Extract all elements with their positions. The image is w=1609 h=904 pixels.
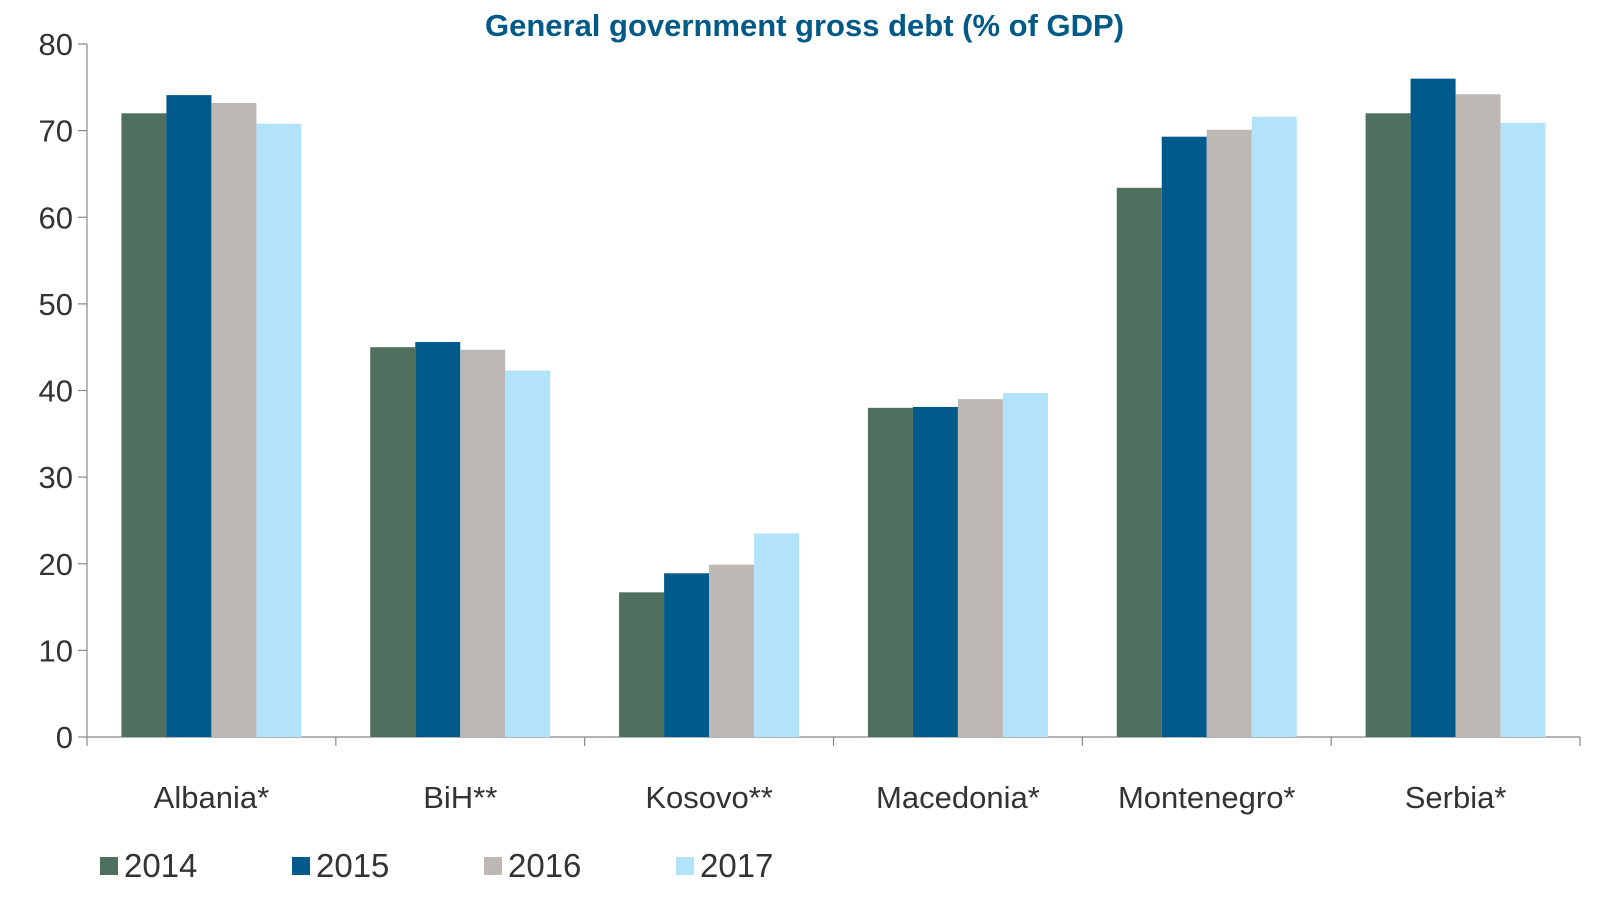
bar (912, 406, 958, 737)
bar (166, 95, 212, 737)
legend-item: 2016 (484, 843, 581, 889)
legend-swatch (100, 857, 118, 875)
bars (121, 78, 1546, 738)
bar (370, 347, 416, 737)
y-tick-label: 40 (39, 374, 73, 409)
bar (867, 407, 913, 737)
x-tick-label: Macedonia* (876, 780, 1040, 815)
legend-label: 2014 (124, 847, 198, 884)
legend-swatch (484, 857, 502, 875)
x-tick-label: BiH** (423, 780, 497, 815)
legend-swatch (676, 857, 694, 875)
x-tick-label: Montenegro* (1118, 780, 1296, 815)
legend-label: 2016 (508, 847, 582, 884)
y-tick-label: 20 (39, 547, 73, 582)
x-axis: Albania* BiH** Kosovo** Macedonia* Montenegr… (86, 736, 1581, 815)
bar (1455, 94, 1501, 738)
bar (1206, 129, 1252, 738)
bar (1410, 78, 1456, 737)
bar (460, 349, 506, 737)
legend-item: 2014 (100, 843, 197, 889)
legend-swatch (292, 857, 310, 875)
bar (1002, 393, 1048, 737)
bar (1365, 113, 1411, 738)
bar (505, 370, 551, 737)
y-tick-label: 60 (39, 200, 73, 235)
legend-label: 2015 (316, 847, 390, 884)
bar (211, 102, 257, 737)
legend-label: 2017 (700, 847, 774, 884)
bar (1251, 116, 1297, 737)
bar (1116, 187, 1162, 738)
bar (121, 113, 167, 738)
bar (709, 564, 755, 737)
y-tick-label: 30 (39, 460, 73, 495)
bar (1161, 136, 1207, 738)
legend-item: 2017 (676, 843, 773, 889)
y-axis: 0 10 20 30 40 50 60 70 80 (39, 27, 88, 755)
y-tick-label: 80 (39, 27, 73, 62)
bar (619, 592, 665, 737)
legend-item: 2015 (292, 843, 389, 889)
x-tick-label: Albania* (154, 780, 269, 815)
bar (664, 573, 710, 737)
y-tick-label: 50 (39, 287, 73, 322)
bar (754, 533, 800, 737)
y-tick-label: 70 (39, 114, 73, 149)
x-tick-label: Kosovo** (645, 780, 773, 815)
bar (415, 341, 461, 737)
bar (957, 399, 1003, 737)
bar (1500, 122, 1546, 738)
y-tick-label: 10 (39, 633, 73, 668)
x-tick-label: Serbia* (1405, 780, 1507, 815)
chart-title: General government gross debt (% of GDP) (484, 8, 1125, 43)
y-tick-label: 0 (56, 720, 73, 755)
bar (256, 123, 302, 737)
